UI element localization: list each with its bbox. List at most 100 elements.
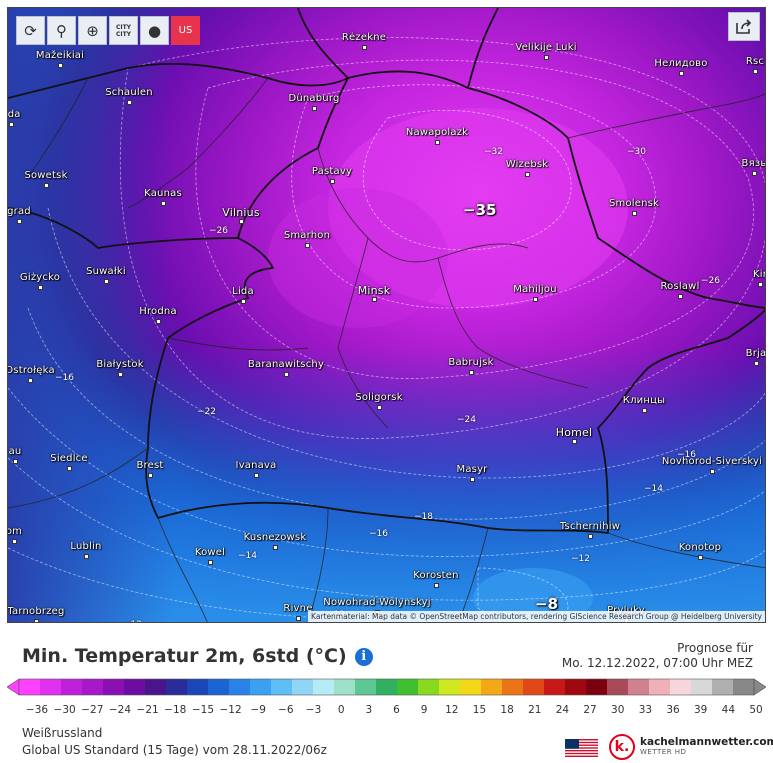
scale-swatch (376, 679, 398, 695)
city-label: Ostrołęka (7, 365, 55, 376)
city-label: Korosten (413, 570, 459, 581)
scale-tick-label: 39 (694, 704, 708, 716)
city-marker (67, 466, 72, 471)
map-attribution: Kartenmaterial: Map data © OpenStreetMap… (308, 611, 765, 622)
zoom-icon[interactable]: ⊕ (78, 16, 107, 45)
weather-map[interactable]: Mažeikiai Rėzekne Velikije Luki Нелидово Rsc… (7, 7, 766, 623)
scale-tick-label: 30 (611, 704, 625, 716)
scale-arrow-right (753, 678, 766, 696)
city-label: Velikije Luki (515, 42, 577, 53)
extreme-value: −8 (535, 595, 559, 613)
city-marker (44, 183, 49, 188)
isotherm-label: −26 (209, 226, 228, 236)
scale-tick-label: 0 (337, 704, 345, 716)
city-label: Ivanava (235, 460, 277, 471)
isotherm-label: −12 (571, 554, 590, 564)
city-marker (118, 372, 123, 377)
city-marker (156, 319, 161, 324)
isotherm-label: −16 (369, 529, 388, 539)
isotherm-label: −12 (123, 620, 142, 622)
scale-swatch (733, 679, 755, 695)
refresh-icon[interactable]: ⟳ (16, 16, 45, 45)
city-label: Konotop (678, 542, 722, 553)
scale-swatch (208, 679, 230, 695)
marker-toggle-button[interactable]: ● (140, 16, 169, 45)
city-marker (84, 554, 89, 559)
city-label: Roslawl (660, 281, 700, 292)
scale-tick-label: −18 (164, 704, 187, 716)
city-marker (296, 616, 301, 621)
isotherm-label: −18 (414, 512, 433, 522)
city-marker (13, 459, 18, 464)
units-toggle-button[interactable]: US (171, 16, 200, 45)
isotherm-label: −32 (484, 147, 503, 157)
scale-swatch (586, 679, 608, 695)
scale-swatch (103, 679, 125, 695)
isotherm-label: −14 (644, 484, 663, 494)
city-label: Vilnius (222, 206, 260, 219)
brand-sub: WETTER HD (640, 748, 687, 756)
scale-swatch (82, 679, 104, 695)
scale-tick-label: 50 (749, 704, 763, 716)
city-marker (127, 100, 132, 105)
city-marker (377, 405, 382, 410)
city-label: Minsk (357, 284, 391, 297)
city-marker (678, 294, 683, 299)
info-icon[interactable]: i (354, 648, 373, 666)
city-marker (525, 172, 530, 177)
forecast-datetime: Mo. 12.12.2022, 07:00 Uhr MEZ (561, 656, 753, 670)
city-label: Brest (136, 460, 164, 471)
scale-swatch (40, 679, 62, 695)
scale-swatch (250, 679, 272, 695)
scale-swatch (628, 679, 650, 695)
city-marker (12, 539, 17, 544)
city-marker (17, 219, 22, 224)
scale-swatch (271, 679, 293, 695)
map-toolbar: ⟳ ⚲ ⊕ CITY CITY ● US (16, 16, 200, 45)
city-label: Rėzekne (341, 32, 387, 43)
scale-swatch (565, 679, 587, 695)
scale-tick-label: 27 (583, 704, 597, 716)
city-marker (148, 473, 153, 478)
city-toggle-button[interactable]: CITY CITY (109, 16, 138, 45)
city-label: om (7, 526, 23, 537)
scale-swatch (229, 679, 251, 695)
city-label: Brja (745, 348, 766, 359)
city-label: Smarhon (283, 230, 331, 241)
city-label: Dünaburg (288, 93, 340, 104)
city-label: Hrodna (139, 306, 177, 317)
scale-tick-label: 15 (472, 704, 487, 716)
city-marker (38, 285, 43, 290)
share-icon[interactable] (728, 12, 760, 41)
city-label: Suwałki (86, 266, 126, 277)
city-label: Masyr (456, 464, 488, 475)
city-label: Pastavy (311, 166, 353, 177)
location-pin-icon[interactable]: ⚲ (47, 16, 76, 45)
scale-swatch (544, 679, 566, 695)
city-marker (330, 179, 335, 184)
isotherm-label: −24 (457, 415, 476, 425)
isotherm-label: −16 (677, 450, 696, 460)
city-label: Białystok (96, 359, 144, 370)
city-marker (588, 534, 593, 539)
extreme-value: −35 (463, 201, 497, 219)
scale-swatch (313, 679, 335, 695)
city-label: Homel (555, 426, 593, 439)
city-marker (435, 140, 440, 145)
forecast-label: Prognose für (677, 641, 753, 655)
city-marker (284, 372, 289, 377)
isotherm-label: −26 (701, 276, 720, 286)
city-label: Tarnobrzeg (7, 606, 65, 617)
city-label: Нелидово (654, 58, 708, 69)
scale-swatch (187, 679, 209, 695)
brand[interactable]: k. kachelmannwetter.com WETTER HD (609, 732, 773, 762)
city-marker (28, 378, 33, 383)
scale-swatch (523, 679, 545, 695)
city-label: Rivne (283, 603, 313, 614)
city-label: Giżycko (19, 272, 61, 283)
scale-tick-label: −24 (108, 704, 132, 716)
city-marker (34, 619, 39, 622)
scale-swatch (439, 679, 461, 695)
scale-swatch (607, 679, 629, 695)
city-label: Soligorsk (355, 392, 403, 403)
